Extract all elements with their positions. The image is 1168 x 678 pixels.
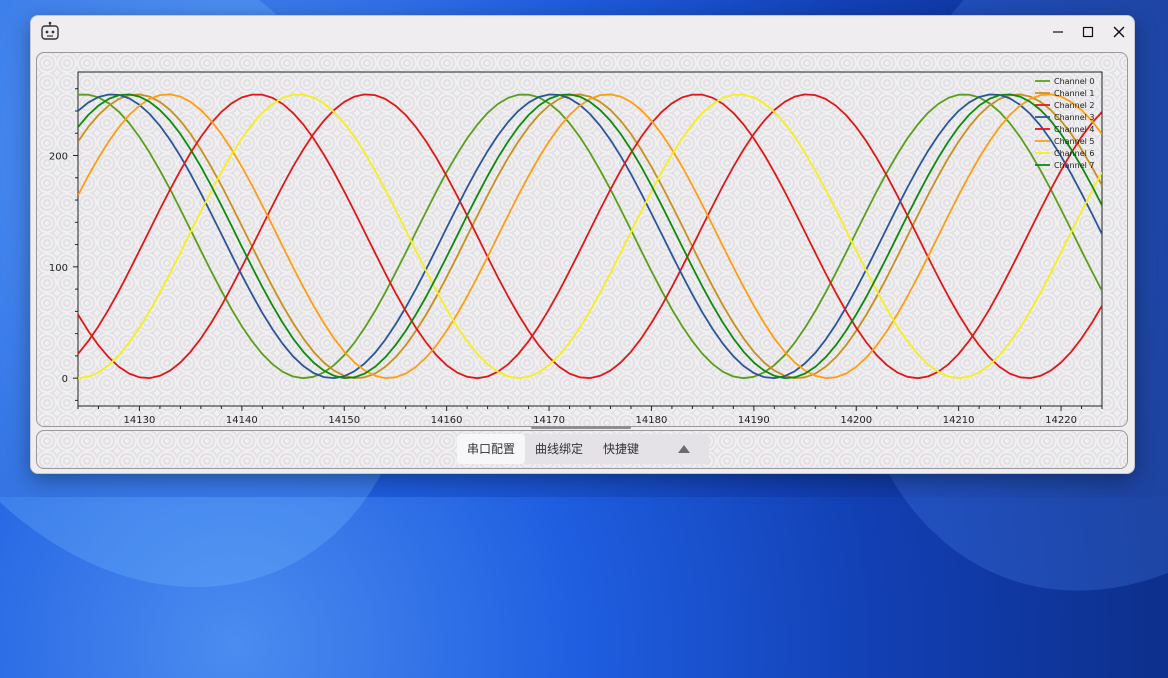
legend-entry-label: Channel 4 — [1054, 125, 1094, 134]
app-window: 0 100 200 14130 14140 14150 14160 14170 14180 141… — [30, 15, 1135, 474]
series-line-channel-5 — [78, 93, 1102, 380]
x-tick-label: 14190 — [738, 415, 770, 426]
series-line-channel-3 — [78, 93, 1102, 380]
title-bar[interactable] — [31, 16, 1134, 48]
legend-entry-label: Channel 7 — [1054, 161, 1094, 170]
series-line-channel-2 — [78, 93, 1102, 380]
close-icon — [1113, 26, 1125, 38]
x-tick-label: 14200 — [840, 415, 872, 426]
legend-entry-label: Channel 6 — [1054, 149, 1094, 158]
line-chart[interactable]: 0 100 200 14130 14140 14150 14160 14170 14180 141… — [37, 53, 1127, 426]
series-line-channel-4 — [78, 93, 1102, 380]
x-tick-label: 14130 — [124, 415, 156, 426]
bottom-toolbar: 串口配置 曲线绑定 快捷键 — [36, 430, 1128, 469]
tab-shortcuts[interactable]: 快捷键 — [603, 442, 640, 456]
legend-entry-label: Channel 2 — [1054, 101, 1094, 110]
tab-serial-config[interactable]: 串口配置 — [457, 434, 526, 464]
maximize-button[interactable] — [1073, 18, 1103, 46]
x-tick-label: 14140 — [226, 415, 258, 426]
x-tick-label: 14180 — [636, 415, 668, 426]
x-tick-label: 14170 — [533, 415, 565, 426]
x-tick-label: 14210 — [943, 415, 975, 426]
y-tick-label: 0 — [62, 374, 68, 385]
collapse-toggle-button[interactable] — [669, 434, 699, 464]
x-tick-label: 14160 — [431, 415, 463, 426]
series-line-channel-0 — [78, 93, 1102, 380]
legend-entry-label: Channel 5 — [1054, 137, 1094, 146]
x-tick-label: 14150 — [328, 415, 360, 426]
close-button[interactable] — [1104, 18, 1134, 46]
plot-panel: 0 100 200 14130 14140 14150 14160 14170 14180 141… — [36, 52, 1128, 427]
panel-splitter-handle[interactable] — [531, 426, 631, 429]
maximize-icon — [1082, 26, 1094, 38]
series-line-channel-7 — [78, 93, 1102, 380]
series-line-channel-1 — [78, 93, 1102, 380]
legend-entry-label: Channel 1 — [1054, 89, 1094, 98]
tab-curve-binding[interactable]: 曲线绑定 — [535, 442, 584, 456]
legend-entry-label: Channel 0 — [1054, 77, 1094, 86]
x-tick-label: 14220 — [1045, 415, 1077, 426]
robot-app-icon — [41, 21, 59, 40]
tab-bar: 串口配置 曲线绑定 快捷键 — [457, 434, 709, 464]
y-tick-label: 100 — [49, 263, 68, 274]
minimize-icon — [1053, 31, 1063, 33]
series-line-channel-6 — [78, 93, 1102, 380]
triangle-up-icon — [678, 445, 691, 453]
y-tick-label: 200 — [49, 152, 68, 163]
legend-entry-label: Channel 3 — [1054, 113, 1094, 122]
minimize-button[interactable] — [1043, 18, 1073, 46]
